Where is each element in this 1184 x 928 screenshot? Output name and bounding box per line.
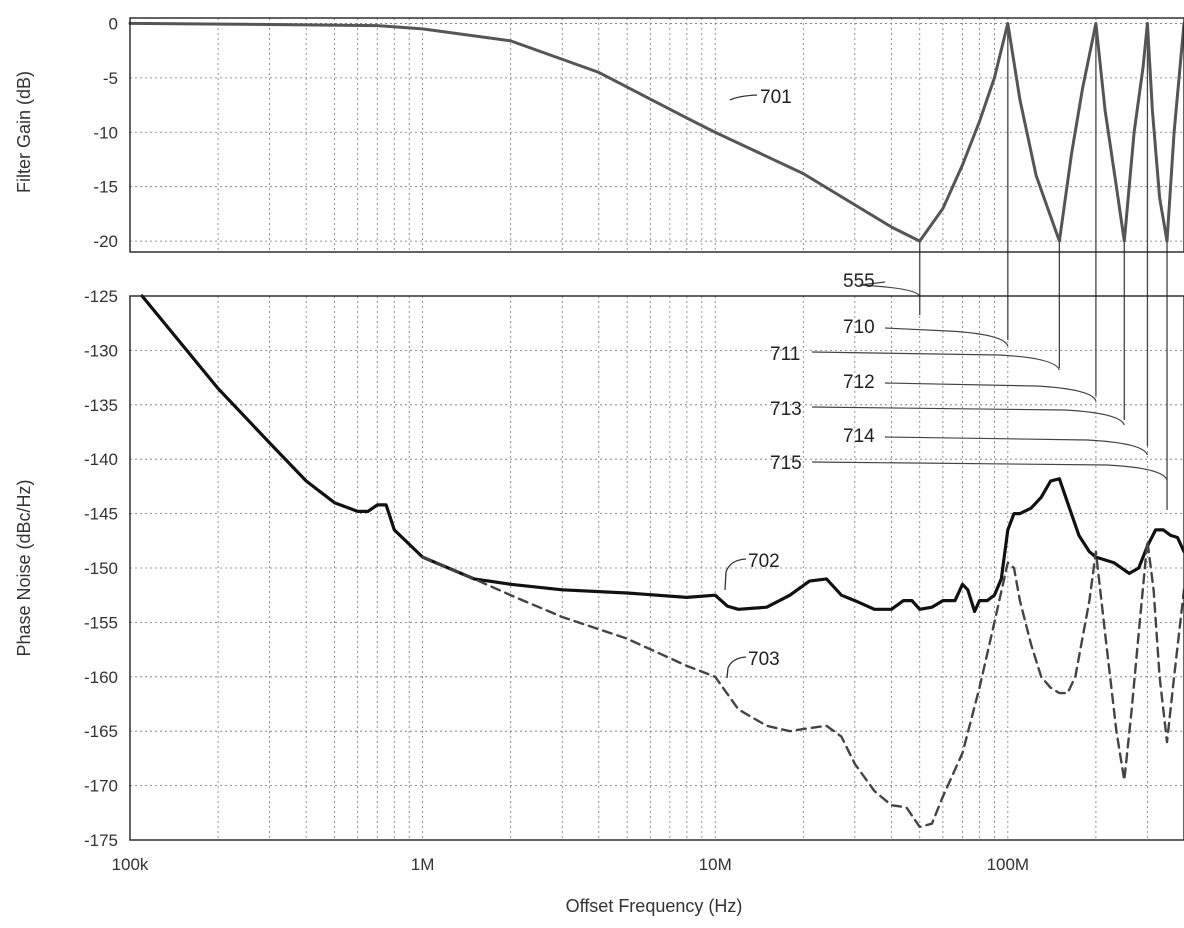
y-tick-label: -130 (84, 341, 118, 360)
y-tick-label: -140 (84, 450, 118, 469)
leader-hook-702 (725, 559, 746, 590)
annotation-711: 711 (770, 344, 800, 365)
y-tick-label: -160 (84, 668, 118, 687)
leader-hook-715 (812, 462, 1167, 480)
y-tick-label: -125 (84, 287, 118, 306)
y-tick-label: -15 (93, 178, 118, 197)
top-panel-frame (130, 18, 1184, 252)
y-tick-label: -165 (84, 722, 118, 741)
leader-hook-701 (730, 95, 757, 100)
bottom-y-axis-label: Phase Noise (dBc/Hz) (14, 479, 34, 656)
leader-hook-713 (812, 407, 1124, 425)
annotation-715: 715 (770, 453, 802, 474)
series-line-702 (142, 296, 1184, 612)
top-panel-grid (130, 18, 1184, 252)
y-tick-label: -5 (103, 69, 118, 88)
annotation-702: 702 (748, 551, 780, 572)
x-axis-label: Offset Frequency (Hz) (566, 896, 743, 916)
leader-hook-710 (885, 328, 1008, 346)
x-tick-label: 1M (411, 855, 435, 874)
y-tick-label: 0 (109, 14, 118, 33)
bottom-panel-series (142, 296, 1184, 827)
leader-hook-703 (727, 657, 746, 678)
y-tick-label: -10 (93, 123, 118, 142)
annotation-703: 703 (748, 649, 780, 670)
annotation-713: 713 (770, 399, 802, 420)
y-tick-label: -145 (84, 505, 118, 524)
y-tick-label: -135 (84, 396, 118, 415)
y-tick-label: -170 (84, 777, 118, 796)
y-tick-label: -155 (84, 613, 118, 632)
y-tick-label: -175 (84, 831, 118, 850)
leader-hook-711 (812, 352, 1059, 370)
leader-hook-712 (885, 383, 1096, 401)
top-y-axis-label: Filter Gain (dB) (14, 71, 34, 193)
tick-labels: 0 -5 -10 -15 -20 -125 -130 -135 -140 -145 -150 -155… (84, 14, 1029, 874)
panel-frames (130, 18, 1184, 840)
y-tick-label: -150 (84, 559, 118, 578)
annotation-555: 555 (843, 271, 875, 292)
leader-hook-714 (885, 437, 1147, 455)
annotation-714: 714 (843, 426, 875, 447)
y-tick-label: -20 (93, 232, 118, 251)
annotation-701: 701 (760, 87, 792, 108)
x-tick-label: 100k (112, 855, 149, 874)
x-tick-label: 100M (987, 855, 1030, 874)
annotation-710: 710 (843, 317, 875, 338)
x-tick-label: 10M (699, 855, 732, 874)
annotation-712: 712 (843, 372, 875, 393)
bottom-panel-grid (130, 296, 1184, 840)
